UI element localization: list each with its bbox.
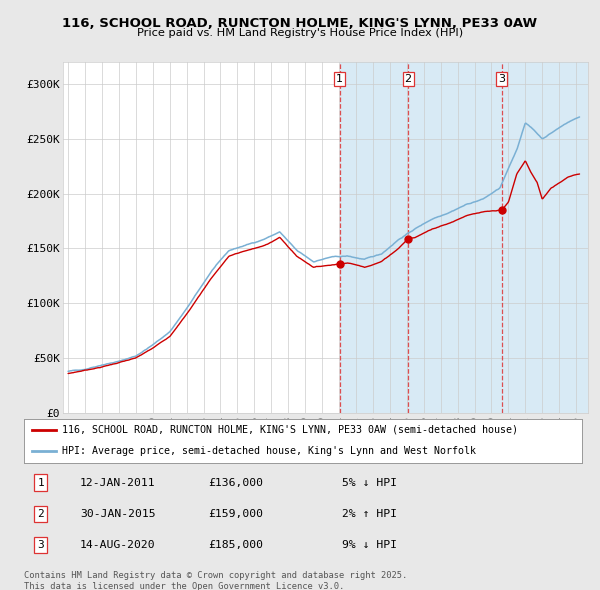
Text: HPI: Average price, semi-detached house, King's Lynn and West Norfolk: HPI: Average price, semi-detached house,…: [62, 446, 476, 455]
Text: 3: 3: [499, 74, 505, 84]
Text: Contains HM Land Registry data © Crown copyright and database right 2025.: Contains HM Land Registry data © Crown c…: [24, 571, 407, 580]
Text: 116, SCHOOL ROAD, RUNCTON HOLME, KING'S LYNN, PE33 0AW (semi-detached house): 116, SCHOOL ROAD, RUNCTON HOLME, KING'S …: [62, 425, 518, 435]
Text: £159,000: £159,000: [208, 509, 263, 519]
Text: 2: 2: [37, 509, 44, 519]
Text: This data is licensed under the Open Government Licence v3.0.: This data is licensed under the Open Gov…: [24, 582, 344, 590]
Text: 12-JAN-2011: 12-JAN-2011: [80, 477, 155, 487]
Text: 3: 3: [37, 540, 44, 550]
Text: 1: 1: [336, 74, 343, 84]
Text: Price paid vs. HM Land Registry's House Price Index (HPI): Price paid vs. HM Land Registry's House …: [137, 28, 463, 38]
Text: 30-JAN-2015: 30-JAN-2015: [80, 509, 155, 519]
Bar: [502, 62, 588, 413]
Bar: [408, 62, 502, 413]
Text: 1: 1: [37, 477, 44, 487]
Bar: [340, 62, 408, 413]
Text: 14-AUG-2020: 14-AUG-2020: [80, 540, 155, 550]
Text: 2% ↑ HPI: 2% ↑ HPI: [342, 509, 397, 519]
Text: 5% ↓ HPI: 5% ↓ HPI: [342, 477, 397, 487]
Text: £136,000: £136,000: [208, 477, 263, 487]
Text: 9% ↓ HPI: 9% ↓ HPI: [342, 540, 397, 550]
Text: £185,000: £185,000: [208, 540, 263, 550]
Text: 116, SCHOOL ROAD, RUNCTON HOLME, KING'S LYNN, PE33 0AW: 116, SCHOOL ROAD, RUNCTON HOLME, KING'S …: [62, 17, 538, 30]
Text: 2: 2: [404, 74, 412, 84]
